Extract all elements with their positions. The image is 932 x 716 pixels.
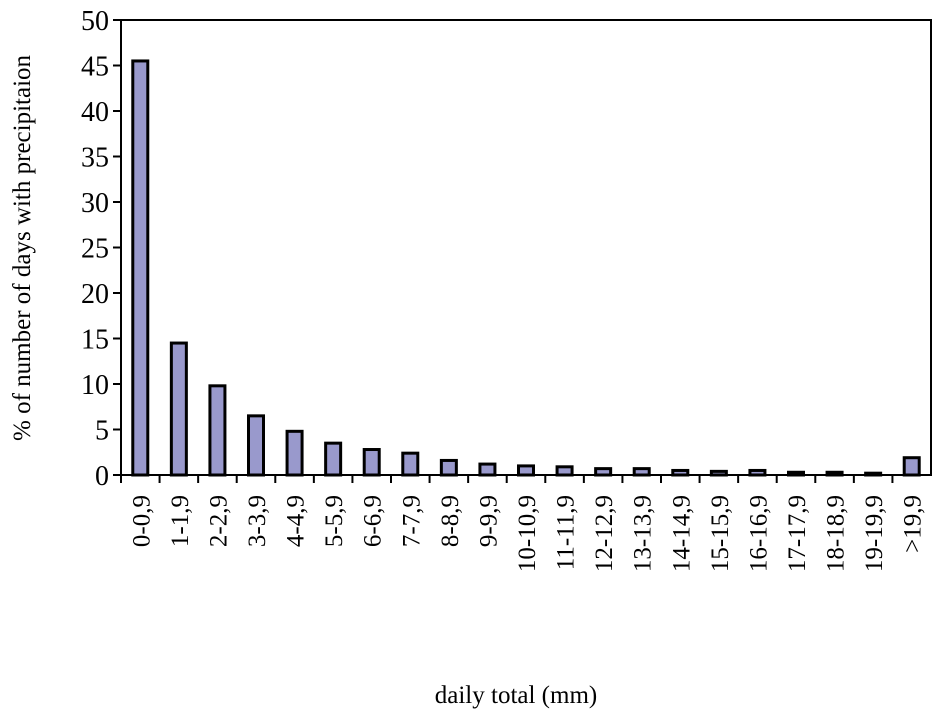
bar — [748, 468, 767, 477]
y-tick-label: 40 — [81, 97, 109, 128]
x-tick-label: 16-16,9 — [745, 495, 772, 572]
bar — [362, 448, 381, 477]
bar — [478, 462, 497, 477]
bar — [555, 465, 574, 477]
x-axis-title: daily total (mm) — [435, 682, 597, 709]
x-tick-label: 15-15,9 — [707, 495, 734, 572]
x-tick-label: 1-1,9 — [167, 495, 194, 547]
bar — [169, 341, 188, 477]
y-tick-label: 45 — [81, 52, 109, 83]
y-tick-label: 15 — [81, 325, 109, 356]
y-tick-label: 25 — [81, 234, 109, 265]
bar — [285, 429, 304, 477]
bar — [517, 464, 535, 477]
y-tick-label: 30 — [81, 188, 109, 219]
y-tick-label: 20 — [81, 279, 109, 310]
x-tick-label: 18-18,9 — [823, 495, 850, 572]
x-tick-label: 19-19,9 — [861, 495, 888, 572]
bar — [439, 458, 458, 477]
y-tick-label: 50 — [81, 6, 109, 37]
x-tick-label: 7-7,9 — [398, 495, 425, 547]
y-tick-label: 5 — [95, 416, 109, 447]
bar — [401, 451, 420, 477]
bar — [864, 471, 883, 477]
bar — [594, 467, 613, 477]
bar — [902, 456, 921, 477]
x-tick-label: >19,9 — [900, 495, 927, 553]
y-tick-label: 0 — [95, 461, 109, 492]
x-tick-label: 10-10,9 — [514, 495, 541, 572]
bar — [324, 441, 343, 477]
x-tick-label: 8-8,9 — [437, 495, 464, 547]
bar — [131, 59, 150, 477]
y-tick-label: 35 — [81, 143, 109, 174]
x-tick-label: 9-9,9 — [475, 495, 502, 547]
bar — [787, 470, 805, 477]
bar — [671, 468, 690, 477]
x-tick-label: 4-4,9 — [283, 495, 310, 547]
y-axis: 0 5 10 15 20 25 30 35 40 45 50 — [81, 6, 121, 492]
bar — [632, 467, 651, 477]
x-tick-label: 3-3,9 — [244, 495, 271, 547]
bar — [709, 469, 728, 477]
x-tick-label: 6-6,9 — [360, 495, 387, 547]
x-tick-label: 12-12,9 — [591, 495, 618, 572]
bar — [208, 384, 227, 477]
plot-border — [120, 19, 932, 476]
y-tick-label: 10 — [81, 370, 109, 401]
x-axis: 0-0,9 1-1,9 2-2,9 3-3,9 4-4,9 5-5,9 6-6,9 7-7,9… — [120, 475, 927, 572]
bar — [247, 414, 265, 477]
plot-area — [120, 19, 932, 476]
x-tick-label: 13-13,9 — [630, 495, 657, 572]
y-axis-title: % of number of days with precipitaion — [9, 54, 36, 441]
x-tick-label: 17-17,9 — [784, 495, 811, 572]
x-tick-label: 2-2,9 — [205, 495, 232, 547]
x-tick-label: 0-0,9 — [128, 495, 155, 547]
bar — [825, 470, 844, 477]
x-tick-label: 5-5,9 — [321, 495, 348, 547]
x-tick-label: 14-14,9 — [668, 495, 695, 572]
x-tick-label: 11-11,9 — [553, 495, 580, 570]
bars-group — [131, 59, 921, 477]
